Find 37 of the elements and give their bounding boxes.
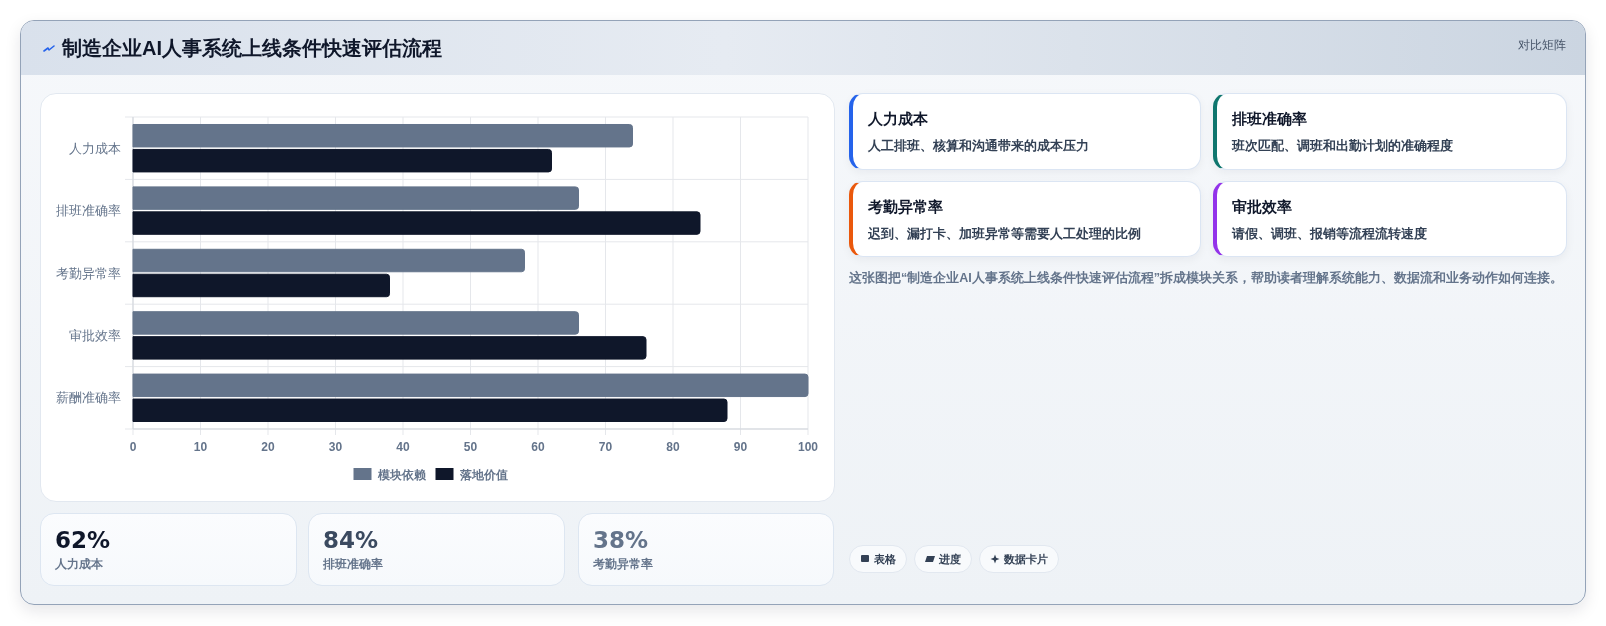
text: 对比矩阵 — [1518, 37, 1566, 54]
x-tick-label: 80 — [666, 440, 680, 454]
text: 这张图把“制造企业AI人事系统上线条件快速评估流程”拆成模块关系，帮助读者理解系统能力、数据流和业务动作如何连接。 — [849, 270, 1563, 287]
text: 62% — [55, 526, 111, 554]
x-tick-label: 60 — [531, 440, 545, 454]
text: 考勤异常率 — [593, 556, 653, 572]
x-tick-label: 70 — [598, 440, 613, 454]
y-tick-label: 审批效率 — [69, 327, 121, 343]
x-tick-label: 0 — [129, 440, 137, 454]
text: 迟到、漏打卡、加班异常等需要人工处理的比例 — [868, 225, 1141, 243]
text: 数据卡片 — [1004, 551, 1048, 567]
text: 考勤异常率 — [868, 198, 943, 217]
x-tick-label: 10 — [193, 440, 208, 454]
text: 38% — [593, 526, 649, 554]
legend-label: 模块依赖 — [376, 467, 427, 482]
chart-title: 制造企业AI人事系统上线条件快速评估流程 — [62, 36, 442, 61]
text: 表格 — [874, 551, 896, 567]
x-tick-label: 30 — [328, 440, 343, 454]
y-tick-label: 人力成本 — [69, 140, 121, 156]
x-tick-label: 20 — [261, 440, 275, 454]
text: 人力成本 — [868, 110, 928, 129]
text: 审批效率 — [1232, 198, 1292, 217]
text: 84% — [323, 526, 379, 554]
x-tick-label: 40 — [396, 440, 410, 454]
y-tick-label: 薪酬准确率 — [56, 390, 121, 406]
x-tick-label: 100 — [797, 440, 819, 454]
text: 请假、调班、报销等流程流转速度 — [1232, 225, 1427, 243]
x-tick-label: 90 — [733, 440, 748, 454]
y-tick-label: 考勤异常率 — [56, 265, 121, 281]
y-tick-label: 排班准确率 — [56, 203, 121, 219]
legend-label: 落地价值 — [458, 467, 508, 482]
text: 排班准确率 — [1232, 110, 1307, 129]
text: 进度 — [939, 551, 961, 567]
text: 排班准确率 — [323, 556, 383, 572]
text: 班次匹配、调班和出勤计划的准确程度 — [1232, 137, 1453, 155]
x-tick-label: 50 — [463, 440, 478, 454]
text: 人工排班、核算和沟通带来的成本压力 — [868, 137, 1089, 155]
